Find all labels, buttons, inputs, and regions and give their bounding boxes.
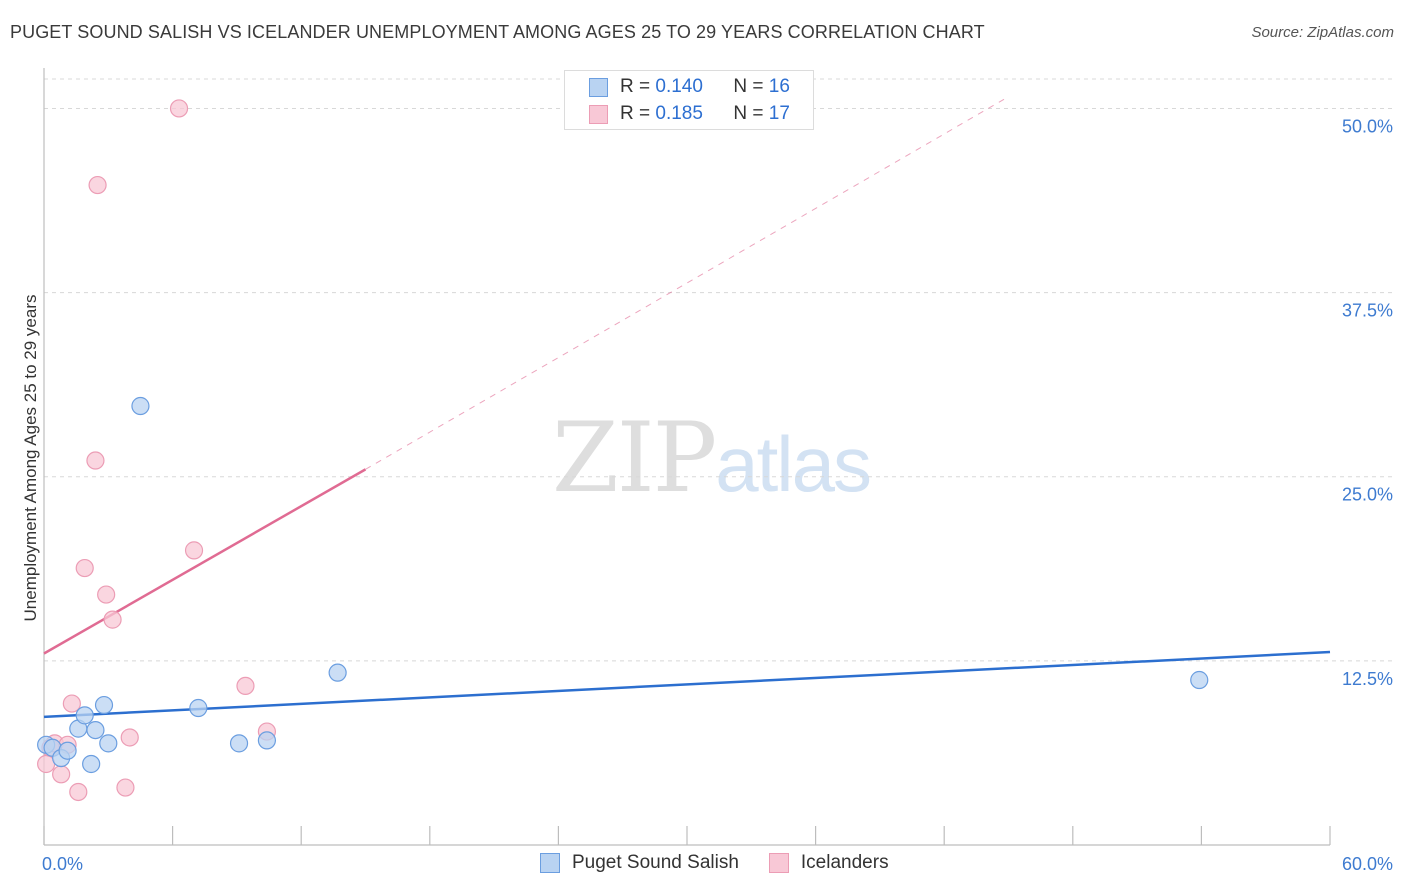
data-points <box>37 99 1209 802</box>
tick-labels: 12.5% 25.0% 37.5% 50.0% 0.0% 60.0% <box>42 116 1393 874</box>
icelanders-point <box>88 175 107 195</box>
legend-n-label: N = <box>733 76 764 97</box>
grid-lines <box>44 78 1395 662</box>
legend-r-label: R = <box>620 103 651 124</box>
icelanders-point <box>169 99 189 118</box>
series-swatch-blue <box>540 853 560 873</box>
icelanders-point <box>69 782 88 802</box>
salish-point <box>75 706 94 725</box>
legend-r-value: 0.185 <box>655 103 703 124</box>
icelanders-point <box>75 558 94 578</box>
trend-lines <box>43 96 1331 719</box>
legend-row-salish: R = 0.140 N = 16 <box>589 74 790 100</box>
y-tick-label: 12.5% <box>1342 669 1393 689</box>
salish-point <box>82 754 101 774</box>
icelanders-point <box>116 778 135 797</box>
legend-row-icelanders: R = 0.185 N = 17 <box>589 101 790 127</box>
series-legend-icelanders: Icelanders <box>768 852 889 874</box>
icelanders-point <box>103 610 122 629</box>
watermark-zip: ZIP <box>552 402 717 514</box>
legend-swatch-pink <box>589 104 608 124</box>
watermark: ZIPatlas <box>552 402 872 514</box>
icelanders-point <box>236 676 255 696</box>
legend-r-value: 0.140 <box>655 76 703 97</box>
series-legend-salish: Puget Sound Salish <box>540 852 739 874</box>
legend-r-label: R = <box>620 76 651 97</box>
legend-n-value: 17 <box>768 103 790 124</box>
legend-swatch-blue <box>589 77 608 97</box>
icelanders-point <box>184 541 204 560</box>
salish-point <box>189 698 208 718</box>
y-axis-label: Unemployment Among Ages 25 to 29 years <box>21 295 40 622</box>
y-tick-label: 25.0% <box>1342 485 1393 505</box>
y-tick-label: 37.5% <box>1342 301 1393 321</box>
icelanders-point <box>86 451 105 470</box>
watermark-atlas: atlas <box>715 420 872 508</box>
source-credit: Source: ZipAtlas.com <box>1251 24 1394 41</box>
series-swatch-pink <box>768 853 789 873</box>
legend-n-label: N = <box>733 103 764 124</box>
y-tick-label: 50.0% <box>1342 116 1393 136</box>
series-legend-label: Icelanders <box>800 852 889 873</box>
icelanders-point <box>52 765 71 784</box>
icelanders-point <box>62 694 81 713</box>
correlation-legend: R = 0.140 N = 16 R = 0.185 N = 17 <box>564 70 814 130</box>
icelanders-point <box>120 728 139 747</box>
salish-point <box>229 734 249 753</box>
x-tick-label: 0.0% <box>42 854 83 874</box>
salish-point <box>86 720 105 740</box>
x-tick-label: 60.0% <box>1342 854 1393 874</box>
icelanders-point <box>97 585 116 604</box>
icelanders-trend-extension <box>365 96 1009 470</box>
salish-point <box>1190 670 1209 690</box>
series-legend: Puget Sound Salish Icelanders <box>540 852 919 874</box>
chart-title: PUGET SOUND SALISH VS ICELANDER UNEMPLOY… <box>10 22 985 42</box>
series-legend-label: Puget Sound Salish <box>572 852 739 873</box>
icelanders-trend-line <box>43 468 367 655</box>
salish-point <box>58 741 77 760</box>
salish-point <box>99 734 118 753</box>
salish-point <box>257 731 277 750</box>
salish-point <box>131 396 150 416</box>
legend-n-value: 16 <box>768 76 790 97</box>
salish-point <box>328 663 347 682</box>
salish-point <box>94 695 114 715</box>
salish-trend-line <box>43 650 1331 719</box>
axes <box>43 68 1331 846</box>
